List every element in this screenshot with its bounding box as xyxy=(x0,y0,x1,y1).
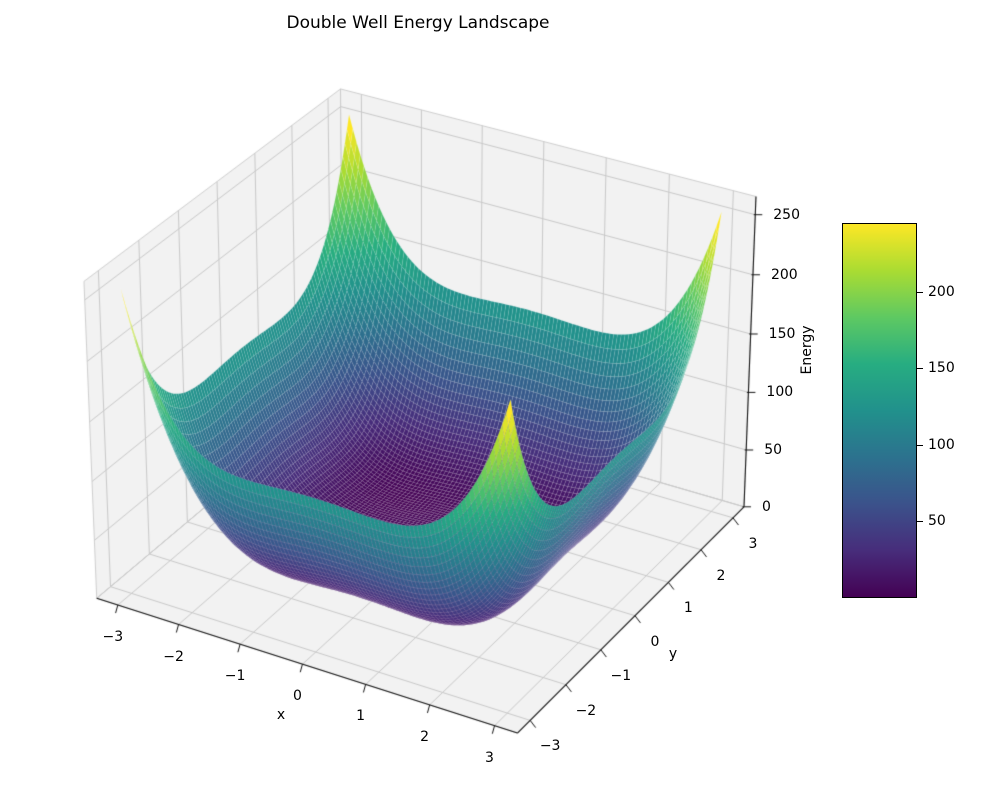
colorbar-tick xyxy=(917,444,923,446)
colorbar xyxy=(842,223,917,598)
colorbar-tick xyxy=(917,291,923,293)
colorbar-tick xyxy=(917,521,923,523)
colorbar-tick xyxy=(917,368,923,370)
